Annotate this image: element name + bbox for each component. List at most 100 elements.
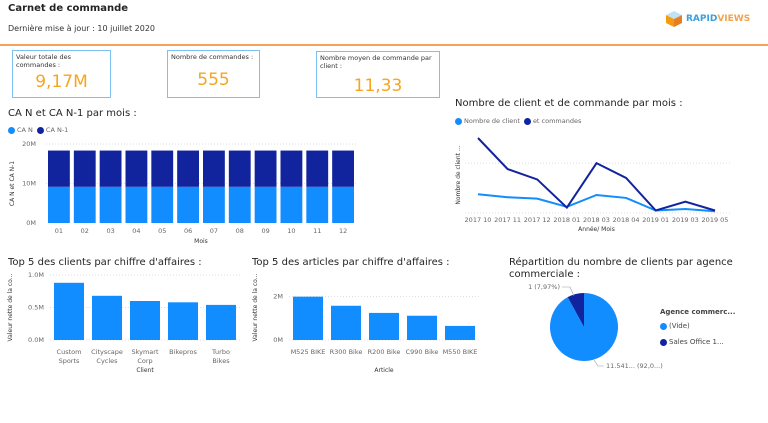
chart-top-clients: 0.0M 0.5M 1.0M Custom Sports Cityscape Cycles S…: [7, 271, 240, 374]
bar: [92, 295, 122, 340]
x-tick: 2017 12: [524, 216, 551, 224]
bar-ca-n1: [48, 150, 70, 187]
y-tick: 0M: [26, 219, 36, 227]
x-tick: 06: [184, 227, 192, 235]
chart-line-title: Nombre de client et de commande par mois…: [455, 98, 683, 109]
x-tick: 2019 05: [702, 216, 729, 224]
x-tick: Cityscape Cycles: [91, 348, 123, 365]
header-divider: [0, 44, 768, 46]
x-tick: M525 BIKE: [291, 348, 326, 356]
kpi-total-value: Valeur totale des commandes :9,17M: [12, 50, 111, 98]
x-tick: Skymart Corp: [131, 348, 158, 365]
chart-line: 2017 10 2017 11 2017 12 2018 01 2018 03 2018 …: [455, 137, 730, 233]
bar-ca-n1: [125, 150, 148, 187]
bar-ca-n1: [228, 150, 251, 187]
pie-slice-sales-office: [567, 293, 584, 327]
bar-ca-n1: [203, 150, 225, 187]
bar-ca-n: [73, 186, 96, 223]
x-tick: 03: [106, 227, 114, 235]
bar-ca-n: [254, 186, 277, 223]
y-tick: 1.0M: [28, 271, 44, 279]
y-tick: 10M: [22, 180, 36, 188]
bar-ca-n: [177, 186, 199, 223]
chart-ca-legend: CA N CA N-1: [8, 126, 68, 134]
bar-ca-n: [203, 186, 225, 223]
bar-ca-n1: [332, 150, 354, 187]
bar-ca-n: [151, 186, 174, 223]
bar-ca-n1: [151, 150, 174, 187]
bar-ca-n1: [99, 150, 122, 187]
x-tick: 2019 03: [672, 216, 699, 224]
x-tick: Bikepros: [169, 348, 197, 356]
y-tick: 0.0M: [28, 336, 44, 344]
chart-pie-title: Répartition du nombre de clients par age…: [509, 257, 733, 280]
x-axis-label: Année/ Mois: [578, 226, 615, 233]
bar: [293, 296, 323, 340]
chart-articles-title: Top 5 des articles par chiffre d'affaire…: [252, 257, 450, 268]
bar-ca-n: [306, 186, 329, 223]
kpi-avg-orders: Nombre moyen de commande par client :11,…: [316, 51, 440, 98]
y-tick: 20M: [22, 140, 36, 148]
chart-top-articles: 0M 2M M525 BIKE R300 Bike R200 Bike C990 Bike…: [252, 273, 479, 374]
x-tick: 2017 10: [465, 216, 492, 224]
x-tick: 2019 01: [642, 216, 669, 224]
bar: [54, 282, 84, 340]
line-commandes: [477, 137, 716, 212]
x-tick: 10: [287, 227, 295, 235]
x-tick: 07: [210, 227, 218, 235]
chart-clients-title: Top 5 des clients par chiffre d'affaires…: [8, 257, 202, 268]
pie-label-vide: 11.541... (92,0...): [606, 362, 663, 370]
y-tick: 0M: [273, 336, 283, 344]
x-tick: R200 Bike: [368, 348, 401, 356]
y-axis-label: CA N et CA N-1: [9, 161, 16, 206]
pie-label-sales-office: 1 (7,97%): [528, 283, 560, 291]
x-tick: 09: [261, 227, 269, 235]
x-tick: R300 Bike: [330, 348, 363, 356]
x-tick: 02: [81, 227, 89, 235]
x-axis-label: Client: [136, 367, 154, 374]
line-clients: [477, 193, 716, 213]
x-axis-label: Article: [374, 367, 394, 374]
bar-ca-n: [332, 186, 354, 223]
bar-ca-n1: [177, 150, 199, 187]
x-tick: 05: [158, 227, 166, 235]
bar: [407, 315, 437, 340]
bar: [168, 302, 198, 340]
y-tick: 0.5M: [28, 304, 44, 312]
bar-ca-n: [99, 186, 122, 223]
bar-ca-n1: [73, 150, 96, 187]
y-axis-label: Valeur nette de la co...: [252, 273, 259, 341]
bar-ca-n1: [306, 150, 329, 187]
x-axis-label: Mois: [194, 238, 208, 245]
bar: [369, 312, 399, 340]
x-tick: 2018 04: [613, 216, 640, 224]
bar: [206, 304, 236, 340]
x-tick: Custom Sports: [57, 348, 82, 365]
y-axis-label: Valeur nette de la co...: [7, 273, 14, 341]
bar-ca-n: [280, 186, 303, 223]
y-axis-label: Nombre de client ...: [455, 145, 462, 204]
last-updated: Dernière mise à jour : 10 juillet 2020: [8, 24, 156, 33]
x-tick: C990 Bike: [406, 348, 439, 356]
x-tick: 08: [236, 227, 244, 235]
bar-ca-n: [228, 186, 251, 223]
chart-ca-title: CA N et CA N-1 par mois :: [8, 108, 137, 119]
y-tick: 2M: [273, 293, 283, 301]
kpi-order-count: Nombre de commandes :555: [167, 50, 260, 98]
bar-ca-n1: [254, 150, 277, 187]
x-tick: 2018 01: [553, 216, 580, 224]
x-tick: 01: [55, 227, 63, 235]
x-tick: Turbo Bikes: [211, 348, 230, 365]
x-tick: 04: [132, 227, 140, 235]
legend-ca-n1: CA N-1: [36, 126, 68, 134]
page-title: Carnet de commande: [8, 3, 129, 14]
bar-ca-n: [125, 186, 148, 223]
x-tick: 2018 03: [583, 216, 610, 224]
x-tick: 12: [339, 227, 347, 235]
pie-legend: Agence commerc... (Vide) Sales Office 1.…: [660, 308, 736, 346]
chart-pie: 1 (7,97%) 11.541... (92,0...): [528, 283, 663, 370]
chart-ca: 0M 10M 20M 01 02 03 04 05 06 07 08 09 10 11 12 Mois CA N…: [9, 140, 356, 245]
legend-ca-n: CA N: [8, 126, 33, 134]
rapidviews-logo: RAPIDVIEWS: [665, 10, 750, 28]
x-tick: 2017 11: [494, 216, 521, 224]
